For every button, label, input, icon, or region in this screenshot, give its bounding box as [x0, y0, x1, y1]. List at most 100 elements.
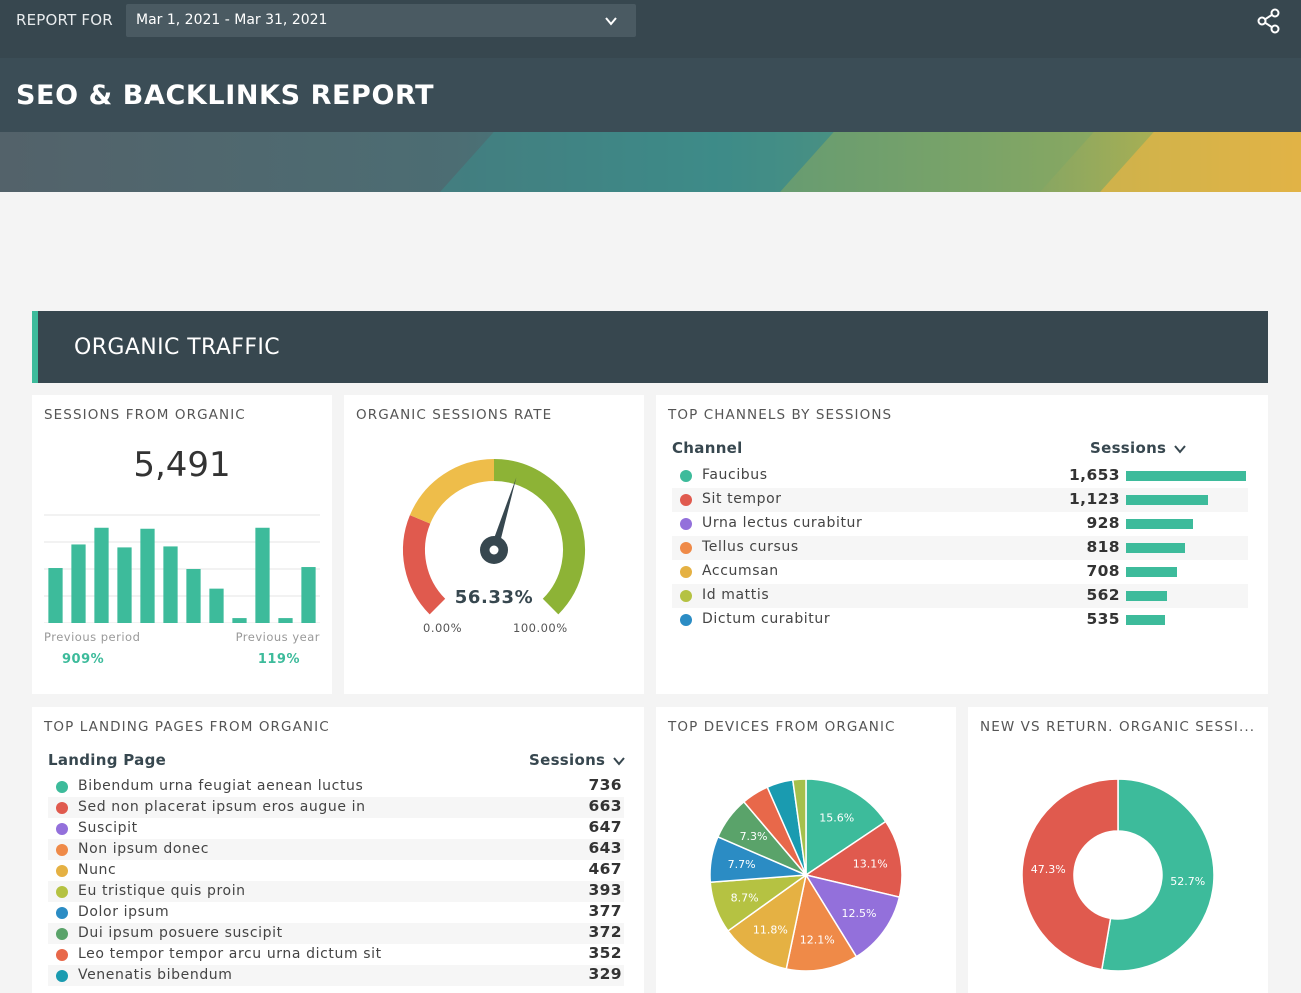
legend-dot: [680, 518, 692, 530]
bar[interactable]: [94, 527, 109, 623]
pie-slice[interactable]: [804, 873, 901, 958]
bar[interactable]: [301, 567, 316, 623]
new-vs-return-card: NEW VS RETURN. ORGANIC SESSI... 52.7% 47.…: [968, 707, 1268, 993]
previous-year-label: Previous year: [235, 630, 320, 644]
report-for-label: REPORT FOR: [16, 11, 113, 29]
share-icon[interactable]: [1256, 8, 1282, 34]
sessions-value: 708: [1086, 562, 1120, 580]
channel-label: Sit tempor: [702, 491, 782, 507]
landing-page-label: Nunc: [78, 862, 117, 878]
landing-page-label: Dolor ipsum: [78, 904, 170, 920]
page-title: SEO & BACKLINKS REPORT: [16, 80, 435, 111]
legend-dot: [56, 928, 68, 940]
sessions-value: 372: [588, 923, 622, 941]
pie-slice[interactable]: [726, 873, 808, 970]
pie-slice[interactable]: [804, 820, 903, 899]
devices-pie-chart: 15.6% 13.1% 12.5% 12.1% 11.8% 8.7% 7.7% 7.3%: [709, 778, 903, 972]
landing-page-label: Suscipit: [78, 820, 138, 836]
table-row[interactable]: Faucibus 1,653: [672, 464, 1248, 488]
table-row[interactable]: Sit tempor 1,123: [672, 488, 1248, 512]
slice-label: 15.6%: [819, 811, 854, 824]
table-row[interactable]: Eu tristique quis proin 393: [48, 881, 624, 902]
sessions-value: 643: [588, 839, 622, 857]
bar[interactable]: [186, 569, 201, 623]
table-row[interactable]: Accumsan 708: [672, 560, 1248, 584]
slice-label: 13.1%: [853, 857, 888, 870]
legend-dot: [56, 823, 68, 835]
date-range-value: Mar 1, 2021 - Mar 31, 2021: [136, 12, 328, 28]
bar[interactable]: [71, 544, 86, 623]
sessions-column-label: Sessions: [1090, 439, 1167, 457]
sessions-value: 352: [588, 944, 622, 962]
table-row[interactable]: Venenatis bibendum 329: [48, 965, 624, 986]
chevron-down-icon: [1174, 444, 1187, 454]
channels-card: TOP CHANNELS BY SESSIONS Channel Session…: [656, 395, 1268, 694]
table-row[interactable]: Dictum curabitur 535: [672, 608, 1248, 632]
sessions-column-header[interactable]: Sessions: [529, 751, 626, 769]
table-row[interactable]: Non ipsum donec 643: [48, 839, 624, 860]
title-band: [0, 58, 1301, 132]
table-row[interactable]: Urna lectus curabitur 928: [672, 512, 1248, 536]
legend-dot: [56, 907, 68, 919]
sessions-value: 329: [588, 965, 622, 983]
sessions-bar: [1126, 471, 1246, 481]
pie-slice[interactable]: [791, 778, 807, 876]
section-header: ORGANIC TRAFFIC: [32, 311, 1268, 383]
channel-label: Dictum curabitur: [702, 611, 831, 627]
sessions-bar: [1126, 567, 1178, 577]
card-title: TOP DEVICES FROM ORGANIC: [668, 719, 896, 735]
table-row[interactable]: Leo tempor tempor arcu urna dictum sit 35…: [48, 944, 624, 965]
table-row[interactable]: Dolor ipsum 377: [48, 902, 624, 923]
table-row[interactable]: Tellus cursus 818: [672, 536, 1248, 560]
table-row[interactable]: Nunc 467: [48, 860, 624, 881]
channel-label: Accumsan: [702, 563, 779, 579]
pie-slice[interactable]: [785, 873, 858, 972]
landing-page-label: Dui ipsum posuere suscipit: [78, 925, 283, 941]
landing-page-label: Leo tempor tempor arcu urna dictum sit: [78, 946, 382, 962]
bar[interactable]: [278, 618, 293, 623]
date-range-select[interactable]: Mar 1, 2021 - Mar 31, 2021: [126, 4, 636, 37]
table-row[interactable]: Id mattis 562: [672, 584, 1248, 608]
bar[interactable]: [140, 528, 155, 623]
sessions-bar-chart: [44, 514, 320, 623]
channel-label: Urna lectus curabitur: [702, 515, 863, 531]
slice-label: 7.7%: [728, 858, 756, 871]
bar[interactable]: [255, 527, 270, 623]
pie-slice[interactable]: [805, 778, 887, 877]
channel-column-header: Channel: [672, 439, 743, 457]
slice-label: 52.7%: [1170, 875, 1205, 888]
legend-dot: [56, 781, 68, 793]
bar[interactable]: [209, 588, 224, 623]
sessions-bar: [1126, 495, 1208, 505]
landing-pages-card: TOP LANDING PAGES FROM ORGANIC Landing P…: [32, 707, 644, 993]
sessions-value: 647: [588, 818, 622, 836]
sessions-value: 5,491: [133, 445, 231, 485]
pie-slice[interactable]: [1021, 778, 1119, 971]
bar[interactable]: [232, 618, 247, 623]
previous-period-value: 909%: [62, 652, 105, 667]
landing-page-column-header: Landing Page: [48, 751, 167, 769]
previous-year-value: 119%: [257, 652, 300, 667]
sessions-bar: [1126, 615, 1165, 625]
table-row[interactable]: Sed non placerat ipsum eros augue in 663: [48, 797, 624, 818]
card-title: TOP CHANNELS BY SESSIONS: [668, 407, 893, 423]
bar[interactable]: [117, 547, 132, 623]
sessions-column-header[interactable]: Sessions: [1090, 439, 1187, 457]
slice-label: 11.8%: [753, 924, 788, 937]
table-row[interactable]: Dui ipsum posuere suscipit 372: [48, 923, 624, 944]
bar[interactable]: [48, 568, 63, 623]
legend-dot: [680, 566, 692, 578]
sessions-bar: [1126, 519, 1194, 529]
table-row[interactable]: Bibendum urna feugiat aenean luctus 736: [48, 776, 624, 797]
bar[interactable]: [163, 546, 178, 623]
sessions-value: 535: [1086, 610, 1120, 628]
legend-dot: [680, 542, 692, 554]
sessions-column-label: Sessions: [529, 751, 606, 769]
landing-page-label: Non ipsum donec: [78, 841, 210, 857]
table-row[interactable]: Suscipit 647: [48, 818, 624, 839]
landing-page-label: Venenatis bibendum: [78, 967, 233, 983]
legend-dot: [56, 886, 68, 898]
pie-slice[interactable]: [1100, 778, 1215, 972]
legend-dot: [680, 470, 692, 482]
sessions-value: 736: [588, 776, 622, 794]
